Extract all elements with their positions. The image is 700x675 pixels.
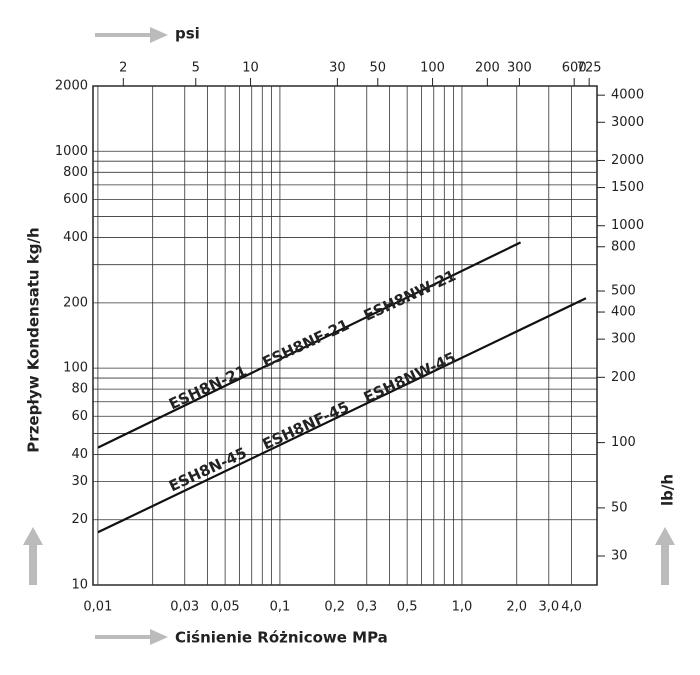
y2-tick-label: 200 [611, 370, 636, 385]
y-tick-label: 30 [71, 474, 88, 489]
x-tick-label: 2,0 [506, 600, 527, 615]
y2-tick-label: 50 [611, 500, 628, 515]
x2-tick-label: 100 [420, 61, 445, 76]
y-tick-label: 1000 [55, 144, 88, 159]
x2-tick-label: 5 [192, 61, 200, 76]
x-tick-label: 3,0 [538, 600, 559, 615]
annotation: ESH8NF-45 [260, 398, 352, 454]
y2-tick-label: 400 [611, 305, 636, 320]
x-tick-label: 0,5 [397, 600, 418, 615]
y-tick-label: 80 [71, 382, 88, 397]
x2-tick-label: 30 [329, 61, 346, 76]
x-tick-label: 0,01 [83, 600, 112, 615]
y2-tick-label: 1000 [611, 218, 644, 233]
x2-axis-title: psi [175, 25, 200, 43]
x-tick-label: 1,0 [452, 600, 473, 615]
y-axis-title: Przepływ Kondensatu kg/h [25, 227, 43, 452]
y-tick-label: 40 [71, 447, 88, 462]
x-tick-label: 4,0 [561, 600, 582, 615]
y2-tick-label: 4000 [611, 88, 644, 103]
y-tick-label: 400 [63, 230, 88, 245]
y2-tick-label: 3000 [611, 115, 644, 130]
y-tick-label: 2000 [55, 79, 88, 94]
x-axis-title: Ciśnienie Różnicowe MPa [175, 629, 388, 647]
x-tick-label: 0,03 [170, 600, 199, 615]
y-tick-label: 60 [71, 409, 88, 424]
y-tick-label: 20 [71, 512, 88, 527]
x2-tick-label: 2 [119, 61, 127, 76]
x2-tick-label: 10 [242, 61, 259, 76]
x2-tick-label: 300 [507, 61, 532, 76]
y-tick-label: 800 [63, 165, 88, 180]
annotation: ESH8NF-21 [260, 316, 352, 372]
x2-tick-label: 600 [562, 61, 587, 76]
x2-tick-label: 50 [369, 61, 386, 76]
y2-tick-label: 2000 [611, 153, 644, 168]
y2-tick-label: 100 [611, 435, 636, 450]
y-tick-label: 10 [71, 578, 88, 593]
y-tick-label: 200 [63, 295, 88, 310]
axis-arrows [23, 27, 675, 645]
data-line [97, 241, 522, 449]
y2-tick-label: 800 [611, 239, 636, 254]
x2-tick-label: 725 [577, 61, 602, 76]
x2-tick-label: 200 [475, 61, 500, 76]
y2-axis-title: lb/h [659, 474, 677, 506]
x-tick-label: 0,05 [211, 600, 240, 615]
data-line [97, 297, 587, 534]
x-tick-label: 0,3 [356, 600, 377, 615]
y2-tick-label: 500 [611, 284, 636, 299]
y-tick-label: 100 [63, 361, 88, 376]
y2-tick-label: 30 [611, 549, 628, 564]
y-tick-label: 600 [63, 192, 88, 207]
y2-tick-label: 300 [611, 332, 636, 347]
x-tick-label: 0,2 [324, 600, 345, 615]
y2-tick-label: 1500 [611, 180, 644, 195]
x-tick-label: 0,1 [270, 600, 291, 615]
